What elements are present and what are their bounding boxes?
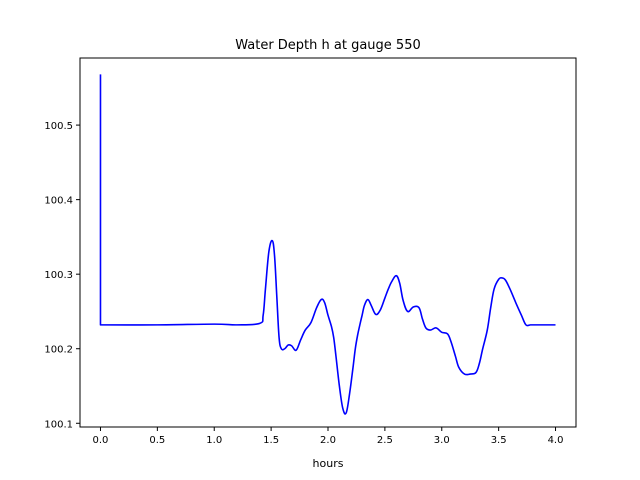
x-tick-label: 4.0 (548, 435, 564, 446)
y-axis: 100.1 100.2 100.3 100.4 100.5 (44, 121, 80, 430)
x-axis: 0.0 0.5 1.0 1.5 2.0 2.5 3.0 3.5 4.0 (93, 427, 564, 446)
plot-area (99, 74, 556, 415)
x-tick-label: 3.0 (434, 435, 450, 446)
x-axis-label: hours (313, 457, 344, 470)
x-tick-label: 0.0 (93, 435, 109, 446)
x-tick-label: 2.5 (377, 435, 393, 446)
x-tick-label: 1.5 (263, 435, 279, 446)
y-tick-label: 100.5 (44, 121, 73, 132)
y-tick-label: 100.1 (44, 419, 73, 430)
x-tick-label: 0.5 (149, 435, 165, 446)
series-line (99, 74, 556, 415)
plot-frame (79, 57, 577, 428)
y-tick-label: 100.4 (44, 196, 73, 207)
y-tick-label: 100.2 (44, 345, 73, 356)
y-tick-label: 100.3 (44, 270, 73, 281)
x-tick-label: 1.0 (206, 435, 222, 446)
x-tick-label: 3.5 (491, 435, 507, 446)
x-tick-label: 2.0 (320, 435, 336, 446)
chart-title: Water Depth h at gauge 550 (235, 38, 421, 53)
